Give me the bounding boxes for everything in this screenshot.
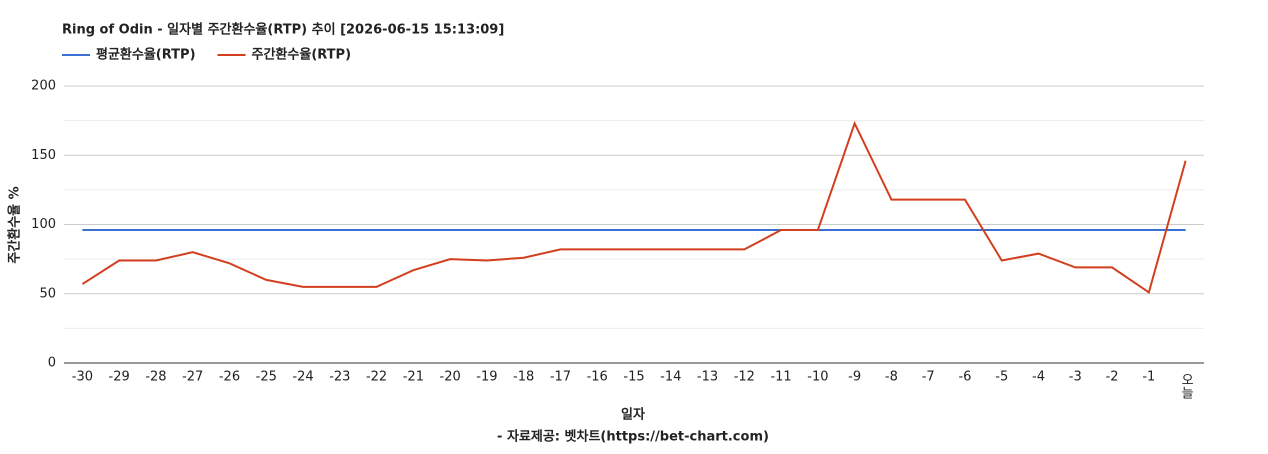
x-tick-label: -30 [72,370,93,385]
x-tick-label: -13 [697,370,718,385]
x-tick-label: -19 [476,370,497,385]
source: - 자료제공: 벳차트(https://bet-chart.com) [497,429,769,445]
x-tick-label: -2 [1106,370,1119,385]
x-tick-label: -28 [145,370,166,385]
x-tick-label: -21 [403,370,424,385]
x-tick-label: -25 [256,370,277,385]
x-tick-label: -15 [623,370,644,385]
x-tick-label: -3 [1069,370,1082,385]
x-tick-label: -7 [922,370,935,385]
x-tick-label: -8 [885,370,898,385]
x-tick-label: -9 [848,370,861,385]
x-tick-label: -1 [1142,370,1155,385]
x-tick-label: -26 [219,370,240,385]
x-tick-label: 오늘 [1178,373,1193,399]
x-axis-label: 일자 [621,408,645,423]
x-tick-label: -11 [770,370,791,385]
chart-title: Ring of Odin - 일자별 주간환수율(RTP) 추이 [2026-0… [62,22,504,38]
y-tick-label: 200 [31,79,56,94]
x-tick-label: -4 [1032,370,1045,385]
x-tick-label: -20 [440,370,461,385]
x-tick-label: -27 [182,370,203,385]
legend-label: 주간환수율(RTP) [252,47,352,63]
x-tick-label: -17 [550,370,571,385]
legend-label: 평균환수율(RTP) [96,47,196,63]
x-tick-label: -6 [958,370,971,385]
x-tick-label: -22 [366,370,387,385]
y-axis-label: 주간환수율 % [7,186,23,263]
y-tick-label: 100 [31,217,56,232]
x-tick-label: -5 [995,370,1008,385]
x-tick-label: -16 [587,370,608,385]
x-tick-label: -18 [513,370,534,385]
x-tick-label: -10 [807,370,828,385]
y-tick-label: 150 [31,148,56,163]
series-line [81,120,1187,294]
y-tick-label: 0 [48,356,56,371]
x-tick-label: -29 [109,370,130,385]
x-tick-label: -24 [292,370,313,385]
x-tick-label: -23 [329,370,350,385]
x-tick-label: -14 [660,370,681,385]
y-tick-label: 50 [39,286,56,301]
x-tick-label: -12 [734,370,755,385]
